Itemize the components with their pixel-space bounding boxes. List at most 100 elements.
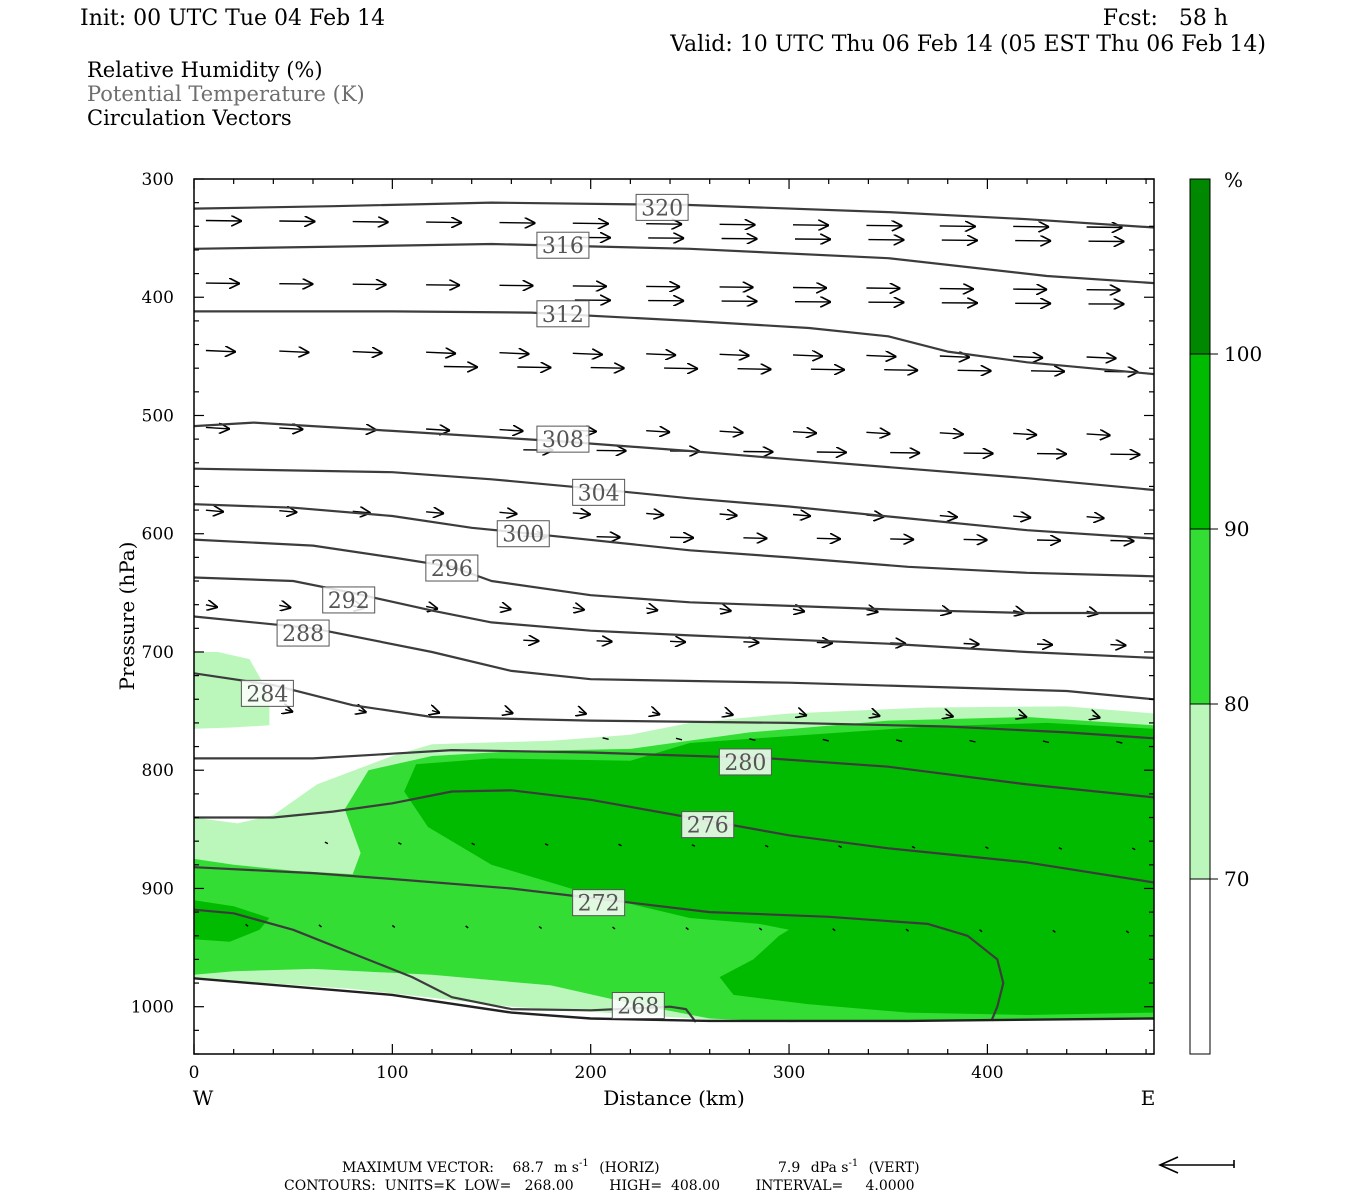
circulation-vector bbox=[652, 712, 660, 715]
circulation-vector bbox=[1058, 846, 1063, 850]
circulation-vector bbox=[1013, 357, 1043, 358]
field-legend: Relative Humidity (%)Potential Temperatu… bbox=[87, 58, 365, 130]
circulation-vector bbox=[572, 223, 609, 224]
x-tick-label: 300 bbox=[773, 1063, 805, 1083]
circulation-vector bbox=[743, 642, 759, 643]
circulation-vector bbox=[792, 609, 805, 612]
circulation-vector bbox=[1036, 644, 1053, 645]
theta-contour bbox=[194, 467, 1154, 540]
circulation-vector bbox=[426, 222, 462, 223]
circulation-vector bbox=[669, 537, 694, 538]
circulation-vector bbox=[792, 432, 817, 434]
circulation-vector bbox=[743, 538, 767, 539]
circulation-vector bbox=[1125, 930, 1130, 934]
contour-label-box bbox=[635, 193, 689, 221]
circulation-vector bbox=[1013, 516, 1031, 518]
circulation-vector bbox=[799, 713, 807, 716]
circulation-vector bbox=[1030, 371, 1065, 372]
theta-contour bbox=[194, 503, 1154, 578]
colorbar-swatch bbox=[1190, 529, 1210, 704]
circulation-vector bbox=[359, 710, 367, 713]
contour-label-box bbox=[536, 231, 590, 259]
circulation-vector bbox=[612, 926, 616, 930]
field-legend-item: Circulation Vectors bbox=[87, 106, 292, 130]
circulation-vector bbox=[832, 928, 836, 932]
theta-contour bbox=[194, 908, 697, 1023]
y-tick-label: 1000 bbox=[131, 998, 174, 1018]
field-legend-item: Relative Humidity (%) bbox=[87, 58, 323, 82]
circulation-vector bbox=[969, 739, 976, 743]
y-tick-label: 700 bbox=[142, 643, 174, 663]
circulation-vector bbox=[499, 430, 524, 432]
circulation-vector bbox=[1086, 434, 1111, 436]
circulation-vector bbox=[572, 353, 603, 354]
circulation-vector bbox=[205, 427, 230, 429]
contour-label-box bbox=[611, 992, 665, 1020]
ground-line bbox=[194, 977, 1154, 1023]
x-end-label-left: W bbox=[193, 1086, 214, 1110]
circulation-vector bbox=[425, 606, 438, 609]
circulation-vector bbox=[719, 514, 738, 516]
rh-region bbox=[404, 722, 1154, 1015]
colorbar-level-label: 100 bbox=[1224, 342, 1262, 366]
circulation-vector bbox=[719, 609, 732, 612]
colorbar-level-label: 70 bbox=[1224, 867, 1249, 891]
colorbar-swatch bbox=[1190, 704, 1210, 879]
circulation-vector bbox=[465, 925, 469, 929]
circulation-vector bbox=[544, 843, 549, 846]
theta-contour bbox=[194, 748, 1154, 799]
rh-fill-layer bbox=[194, 652, 1154, 1023]
contour-label: 288 bbox=[282, 622, 324, 647]
contour-label: 272 bbox=[578, 892, 620, 917]
circulation-vector bbox=[471, 842, 476, 846]
circulation-vector bbox=[719, 431, 744, 433]
colorbar-swatch bbox=[1190, 879, 1210, 1054]
circulation-vector bbox=[1042, 740, 1050, 744]
circulation-vector bbox=[911, 845, 916, 849]
circulation-vector bbox=[939, 226, 976, 227]
theta-contour-layer bbox=[194, 201, 1154, 1023]
contour-label-box bbox=[536, 425, 590, 453]
circulation-vector bbox=[279, 511, 297, 513]
colorbar-unit: % bbox=[1224, 168, 1243, 192]
circulation-vector bbox=[352, 511, 371, 513]
fcst-text: Fcst: 58 h bbox=[1103, 6, 1228, 31]
reference-vector-arrow bbox=[1158, 1156, 1235, 1174]
circulation-vector bbox=[279, 428, 303, 430]
circulation-vector bbox=[1086, 357, 1117, 358]
circulation-vector bbox=[324, 841, 329, 845]
contour-label-box bbox=[572, 889, 626, 917]
rh-region bbox=[194, 652, 270, 729]
contour-label-box bbox=[536, 300, 590, 328]
circulation-vector bbox=[646, 431, 670, 433]
circulation-vector bbox=[538, 925, 543, 930]
circulation-vector bbox=[432, 711, 440, 714]
contour-label: 296 bbox=[431, 557, 473, 582]
circulation-vector bbox=[517, 367, 551, 368]
theta-contour bbox=[194, 672, 1154, 740]
circulation-vector bbox=[810, 369, 845, 370]
circulation-vector bbox=[685, 927, 689, 931]
contour-label: 276 bbox=[687, 814, 729, 839]
circulation-vector bbox=[1131, 847, 1136, 851]
circulation-vector bbox=[985, 846, 989, 850]
circulation-vector bbox=[1019, 715, 1027, 718]
circulation-vector bbox=[499, 353, 530, 354]
contour-label: 284 bbox=[246, 682, 288, 707]
circulation-vector bbox=[963, 539, 988, 540]
circulation-vector bbox=[499, 512, 518, 514]
circulation-vector bbox=[1036, 540, 1061, 541]
contour-label-box bbox=[718, 748, 772, 776]
colorbar-level-label: 90 bbox=[1224, 517, 1249, 541]
circulation-vector bbox=[884, 370, 918, 371]
circulation-vector bbox=[205, 605, 218, 608]
circulation-vector bbox=[792, 355, 823, 356]
circulation-vector bbox=[602, 737, 609, 740]
circulation-vector bbox=[669, 641, 686, 642]
circulation-vector bbox=[816, 642, 833, 643]
theta-contour bbox=[194, 538, 1154, 615]
circulation-vector bbox=[426, 352, 456, 353]
circulation-vector bbox=[579, 712, 587, 715]
circulation-vector bbox=[596, 641, 613, 642]
